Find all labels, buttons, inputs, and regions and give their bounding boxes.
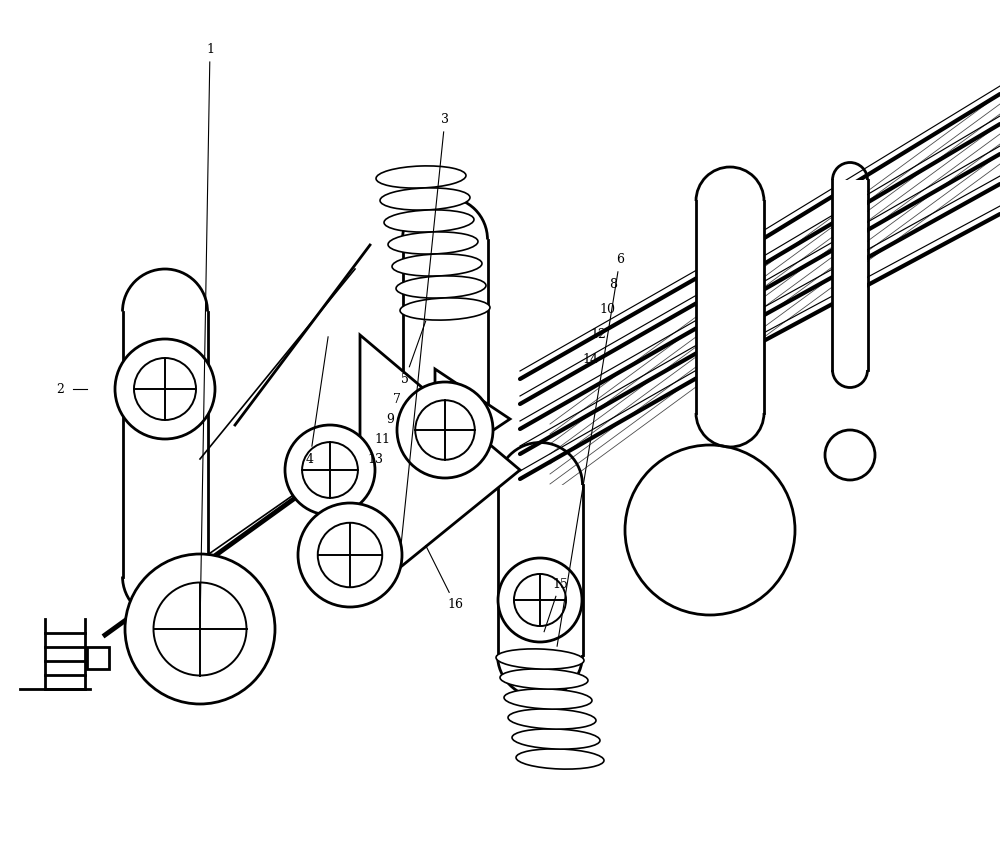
Text: 14: 14	[582, 353, 598, 365]
Ellipse shape	[392, 254, 482, 276]
Text: 9: 9	[386, 413, 394, 425]
Circle shape	[154, 582, 247, 675]
Text: 2: 2	[56, 382, 64, 396]
Wedge shape	[696, 167, 764, 201]
Text: 1: 1	[206, 42, 214, 56]
Text: 4: 4	[306, 452, 314, 466]
Circle shape	[285, 425, 375, 515]
Wedge shape	[498, 655, 582, 697]
Ellipse shape	[508, 709, 596, 729]
Text: 7: 7	[393, 392, 401, 405]
Circle shape	[302, 442, 358, 498]
Text: 5: 5	[401, 372, 409, 386]
Wedge shape	[832, 163, 868, 180]
Circle shape	[134, 358, 196, 420]
Circle shape	[415, 400, 475, 460]
Ellipse shape	[388, 232, 478, 254]
Circle shape	[625, 445, 795, 615]
Ellipse shape	[384, 210, 474, 232]
Text: 13: 13	[367, 452, 383, 466]
Circle shape	[115, 339, 215, 439]
Bar	[123, 311, 208, 576]
Wedge shape	[696, 413, 764, 447]
Circle shape	[514, 574, 566, 626]
Wedge shape	[123, 576, 208, 619]
Text: 11: 11	[374, 432, 390, 446]
Ellipse shape	[516, 749, 604, 769]
Ellipse shape	[500, 669, 588, 689]
Circle shape	[318, 522, 382, 587]
Text: 16: 16	[447, 598, 463, 610]
Wedge shape	[403, 464, 488, 507]
Circle shape	[498, 558, 582, 642]
Text: 15: 15	[552, 577, 568, 591]
Polygon shape	[435, 369, 510, 469]
Polygon shape	[360, 335, 520, 600]
Wedge shape	[832, 370, 868, 387]
Ellipse shape	[380, 188, 470, 210]
Circle shape	[125, 554, 275, 704]
Ellipse shape	[396, 276, 486, 298]
Ellipse shape	[496, 649, 584, 669]
Text: 12: 12	[590, 327, 606, 340]
Bar	[87, 647, 109, 669]
Bar	[696, 201, 764, 413]
Bar	[403, 240, 488, 464]
Text: 8: 8	[609, 278, 617, 290]
Bar	[498, 485, 583, 655]
Ellipse shape	[376, 166, 466, 188]
Circle shape	[825, 430, 875, 480]
Circle shape	[298, 503, 402, 607]
Wedge shape	[403, 197, 488, 240]
Wedge shape	[123, 269, 208, 311]
Ellipse shape	[504, 689, 592, 709]
Circle shape	[397, 382, 493, 478]
Ellipse shape	[512, 729, 600, 749]
Ellipse shape	[400, 298, 490, 320]
Bar	[832, 180, 867, 370]
Text: 3: 3	[441, 112, 449, 126]
Text: 6: 6	[616, 252, 624, 266]
Wedge shape	[498, 442, 582, 485]
Text: 10: 10	[599, 302, 615, 316]
